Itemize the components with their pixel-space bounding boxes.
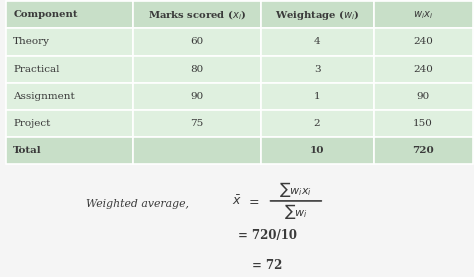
Bar	[133, 137, 261, 164]
Bar	[374, 137, 473, 164]
Text: Practical: Practical	[13, 65, 60, 74]
Bar	[133, 1, 261, 29]
Text: 90: 90	[417, 92, 430, 101]
Text: Total: Total	[13, 146, 42, 155]
Text: Assignment: Assignment	[13, 92, 75, 101]
Text: Marks scored ($x_i$): Marks scored ($x_i$)	[148, 8, 246, 22]
Bar	[6, 1, 133, 29]
Bar	[374, 55, 473, 83]
Text: $\sum w_i$: $\sum w_i$	[284, 202, 308, 221]
Bar	[133, 83, 261, 110]
Bar	[6, 29, 133, 55]
Text: 3: 3	[314, 65, 320, 74]
Text: Project: Project	[13, 119, 51, 128]
Text: $\sum w_i x_i$: $\sum w_i x_i$	[280, 180, 312, 199]
Bar	[133, 29, 261, 55]
Text: 60: 60	[191, 37, 203, 47]
Text: Component: Component	[13, 11, 78, 19]
Text: 2: 2	[314, 119, 320, 128]
Bar	[261, 83, 374, 110]
Text: 80: 80	[191, 65, 203, 74]
Bar	[261, 55, 374, 83]
Text: = 72: = 72	[253, 259, 283, 271]
Bar	[6, 83, 133, 110]
Text: Weightage ($w_i$): Weightage ($w_i$)	[275, 8, 359, 22]
Text: $=$: $=$	[246, 194, 260, 207]
Text: 150: 150	[413, 119, 433, 128]
Text: 1: 1	[314, 92, 320, 101]
Bar	[374, 29, 473, 55]
Text: 10: 10	[310, 146, 324, 155]
Bar	[261, 29, 374, 55]
Text: 720: 720	[412, 146, 434, 155]
Bar	[6, 137, 133, 164]
Bar	[374, 1, 473, 29]
Text: 75: 75	[191, 119, 203, 128]
Bar	[261, 110, 374, 137]
Text: = 720/10: = 720/10	[238, 229, 297, 242]
Bar	[261, 1, 374, 29]
Text: Weighted average,: Weighted average,	[86, 199, 189, 209]
Text: 240: 240	[413, 65, 433, 74]
Text: 90: 90	[191, 92, 203, 101]
Bar	[133, 55, 261, 83]
Bar	[374, 83, 473, 110]
Bar	[6, 110, 133, 137]
Text: 4: 4	[314, 37, 320, 47]
Bar	[133, 110, 261, 137]
Text: $w_i x_i$: $w_i x_i$	[413, 9, 433, 21]
Bar	[374, 110, 473, 137]
Bar	[261, 137, 374, 164]
Bar	[6, 55, 133, 83]
Text: Theory: Theory	[13, 37, 50, 47]
Text: $\bar{x}$: $\bar{x}$	[232, 194, 242, 208]
Text: 240: 240	[413, 37, 433, 47]
